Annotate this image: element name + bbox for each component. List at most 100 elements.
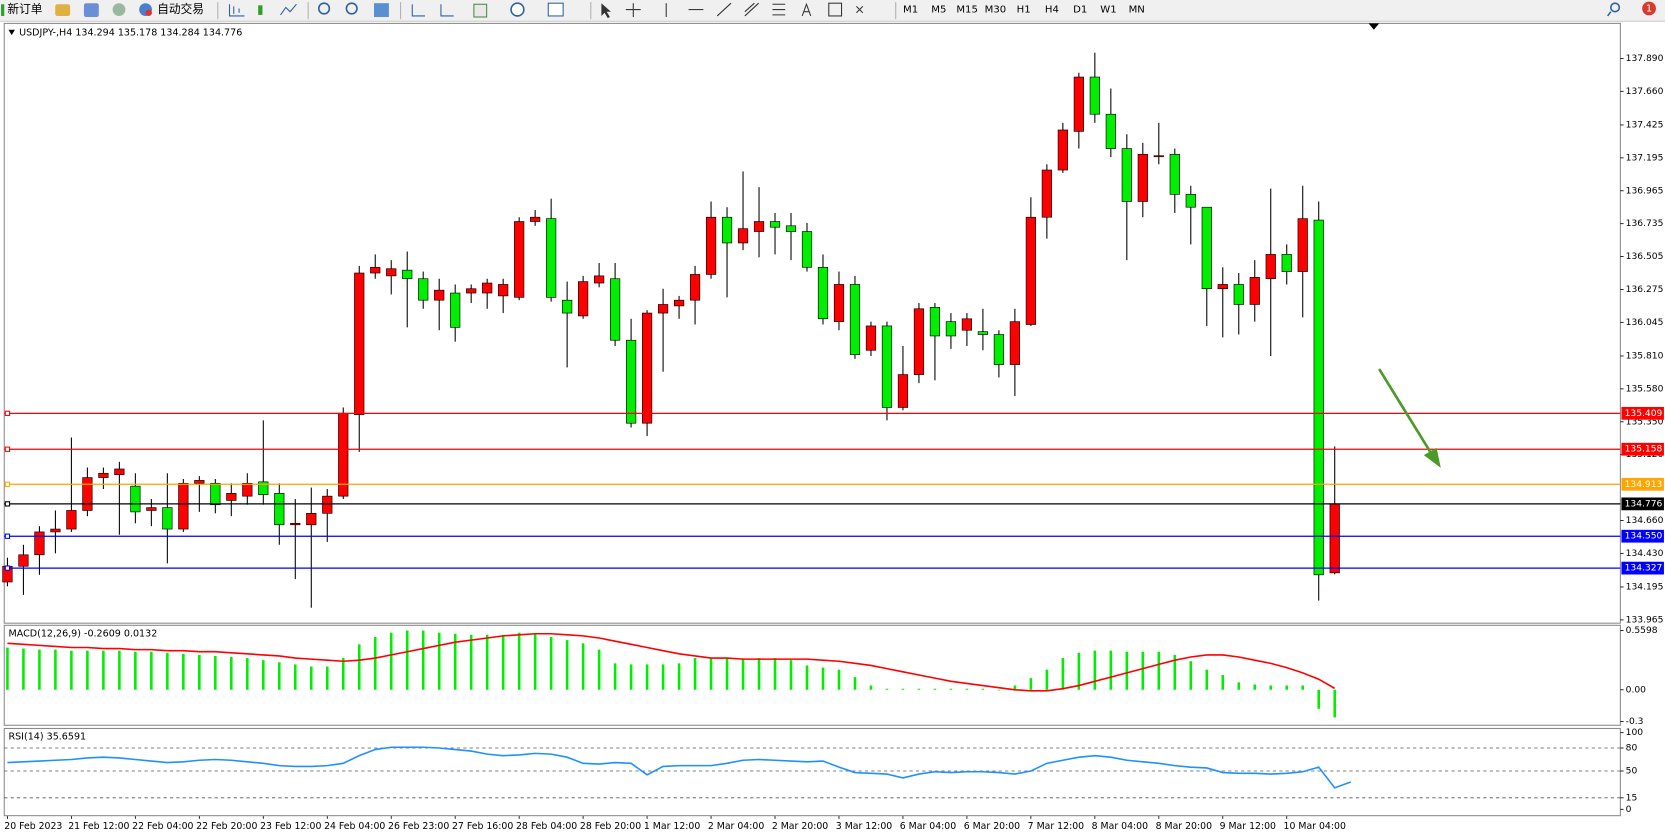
macd-bar [981,688,985,690]
macd-bar [725,658,729,690]
candle-body [130,485,141,513]
macd-bar [965,688,969,690]
period-button[interactable]: M15 [956,5,978,16]
candle-body [881,325,893,408]
templates-icon[interactable] [547,2,564,17]
tile-icon[interactable] [374,3,389,18]
notification-badge[interactable] [1642,1,1656,16]
fibo-icon[interactable] [772,3,786,16]
candle-body [82,477,93,511]
symbol-marker [8,29,15,36]
period-button[interactable]: W1 [1100,5,1116,16]
macd-bar [1125,651,1129,690]
x-tick-label: 1 Mar 12:00 [644,821,700,832]
x-tick-label: 26 Feb 23:00 [388,821,449,832]
candle-body [226,492,237,501]
candle-body [434,289,445,301]
new-order-button[interactable]: 新订单 [7,2,42,16]
x-tick-label: 22 Feb 20:00 [196,821,257,832]
label-icon[interactable] [828,2,843,17]
cursor-icon[interactable] [601,3,611,19]
candle-icon[interactable] [258,5,263,15]
x-tick-label: 9 Mar 12:00 [1220,821,1276,832]
y-tick-label: 136.275 [1626,285,1664,295]
macd-bar [837,669,841,690]
macd-bar [246,658,249,690]
macd-bar [821,667,825,690]
scroll-icon[interactable] [411,4,426,17]
x-tick-label: 3 Mar 12:00 [836,821,892,832]
macd-bar [389,632,393,690]
macd-bar [1045,669,1049,690]
candle-body [66,510,77,530]
y-tick-label: 136.735 [1626,219,1664,229]
macd-bar [134,651,137,690]
period-button[interactable]: M5 [931,5,946,16]
macd-bar [1189,661,1193,690]
line-chart-icon[interactable] [280,3,297,16]
candle-body [1233,284,1244,305]
macd-bar [597,649,601,690]
x-tick-label: 24 Feb 04:00 [324,821,385,832]
search-icon[interactable] [1610,2,1621,13]
new-order-icon [1,4,5,16]
candle-body [354,272,365,415]
candle-body [1185,194,1196,208]
candle-body [274,492,285,526]
level-label-box [1621,442,1664,456]
level-label-box [1621,406,1664,420]
toolbar-icon[interactable] [112,3,126,16]
macd-bar [102,650,105,690]
period-button[interactable]: M1 [903,5,918,16]
x-tick-label: 2 Mar 20:00 [772,821,828,832]
macd-bar [70,650,73,690]
candle-body [865,325,877,351]
auto-trade-status [145,9,152,16]
shift-icon[interactable] [440,4,454,17]
candle-body [370,266,381,274]
candle-body [977,331,989,335]
macd-bar [150,651,153,690]
candle-body [98,472,109,478]
periods-icon[interactable] [510,2,525,17]
candle-body [578,281,589,317]
zoom-out-icon[interactable] [345,2,358,15]
drawn-arrow-head [1423,447,1441,468]
period-button[interactable]: H4 [1045,5,1059,16]
period-button[interactable]: D1 [1073,5,1087,16]
candle-body [114,468,125,476]
macd-bar [517,632,521,690]
y-tick-label: -0.3 [1626,717,1644,727]
level-anchor [4,410,11,416]
candle-body [1121,148,1132,202]
toolbar-icon[interactable] [55,4,71,16]
channel-icon[interactable] [744,2,760,17]
zoom-in-icon[interactable] [317,2,331,15]
arrows-icon[interactable] [856,6,864,14]
candle-body [1009,321,1020,365]
toolbar-icon[interactable] [83,3,99,18]
candle-body [210,482,221,506]
bar-chart-icon[interactable] [228,4,245,17]
macd-bar [1317,689,1320,709]
level-label-box [1621,529,1664,543]
x-tick-label: 2 Mar 04:00 [708,821,764,832]
period-button[interactable]: MN [1129,5,1145,16]
candle-body [1105,113,1116,149]
crosshair-icon[interactable] [625,3,641,18]
macd-bar [693,658,697,690]
level-label: 134.327 [1625,564,1663,574]
text-icon[interactable] [801,2,812,17]
candle-body [402,269,413,280]
period-button[interactable]: M30 [985,5,1007,16]
auto-trade-button[interactable]: 自动交易 [157,2,204,16]
drawn-arrow [1378,368,1434,456]
indicators-icon[interactable] [473,3,488,18]
y-tick-label: 137.195 [1626,153,1664,163]
period-button[interactable]: H1 [1017,5,1031,16]
trendline-icon[interactable] [716,2,732,17]
search-icon-handle [1606,11,1612,17]
level-label: 135.158 [1625,445,1663,455]
candle-body [785,225,797,232]
